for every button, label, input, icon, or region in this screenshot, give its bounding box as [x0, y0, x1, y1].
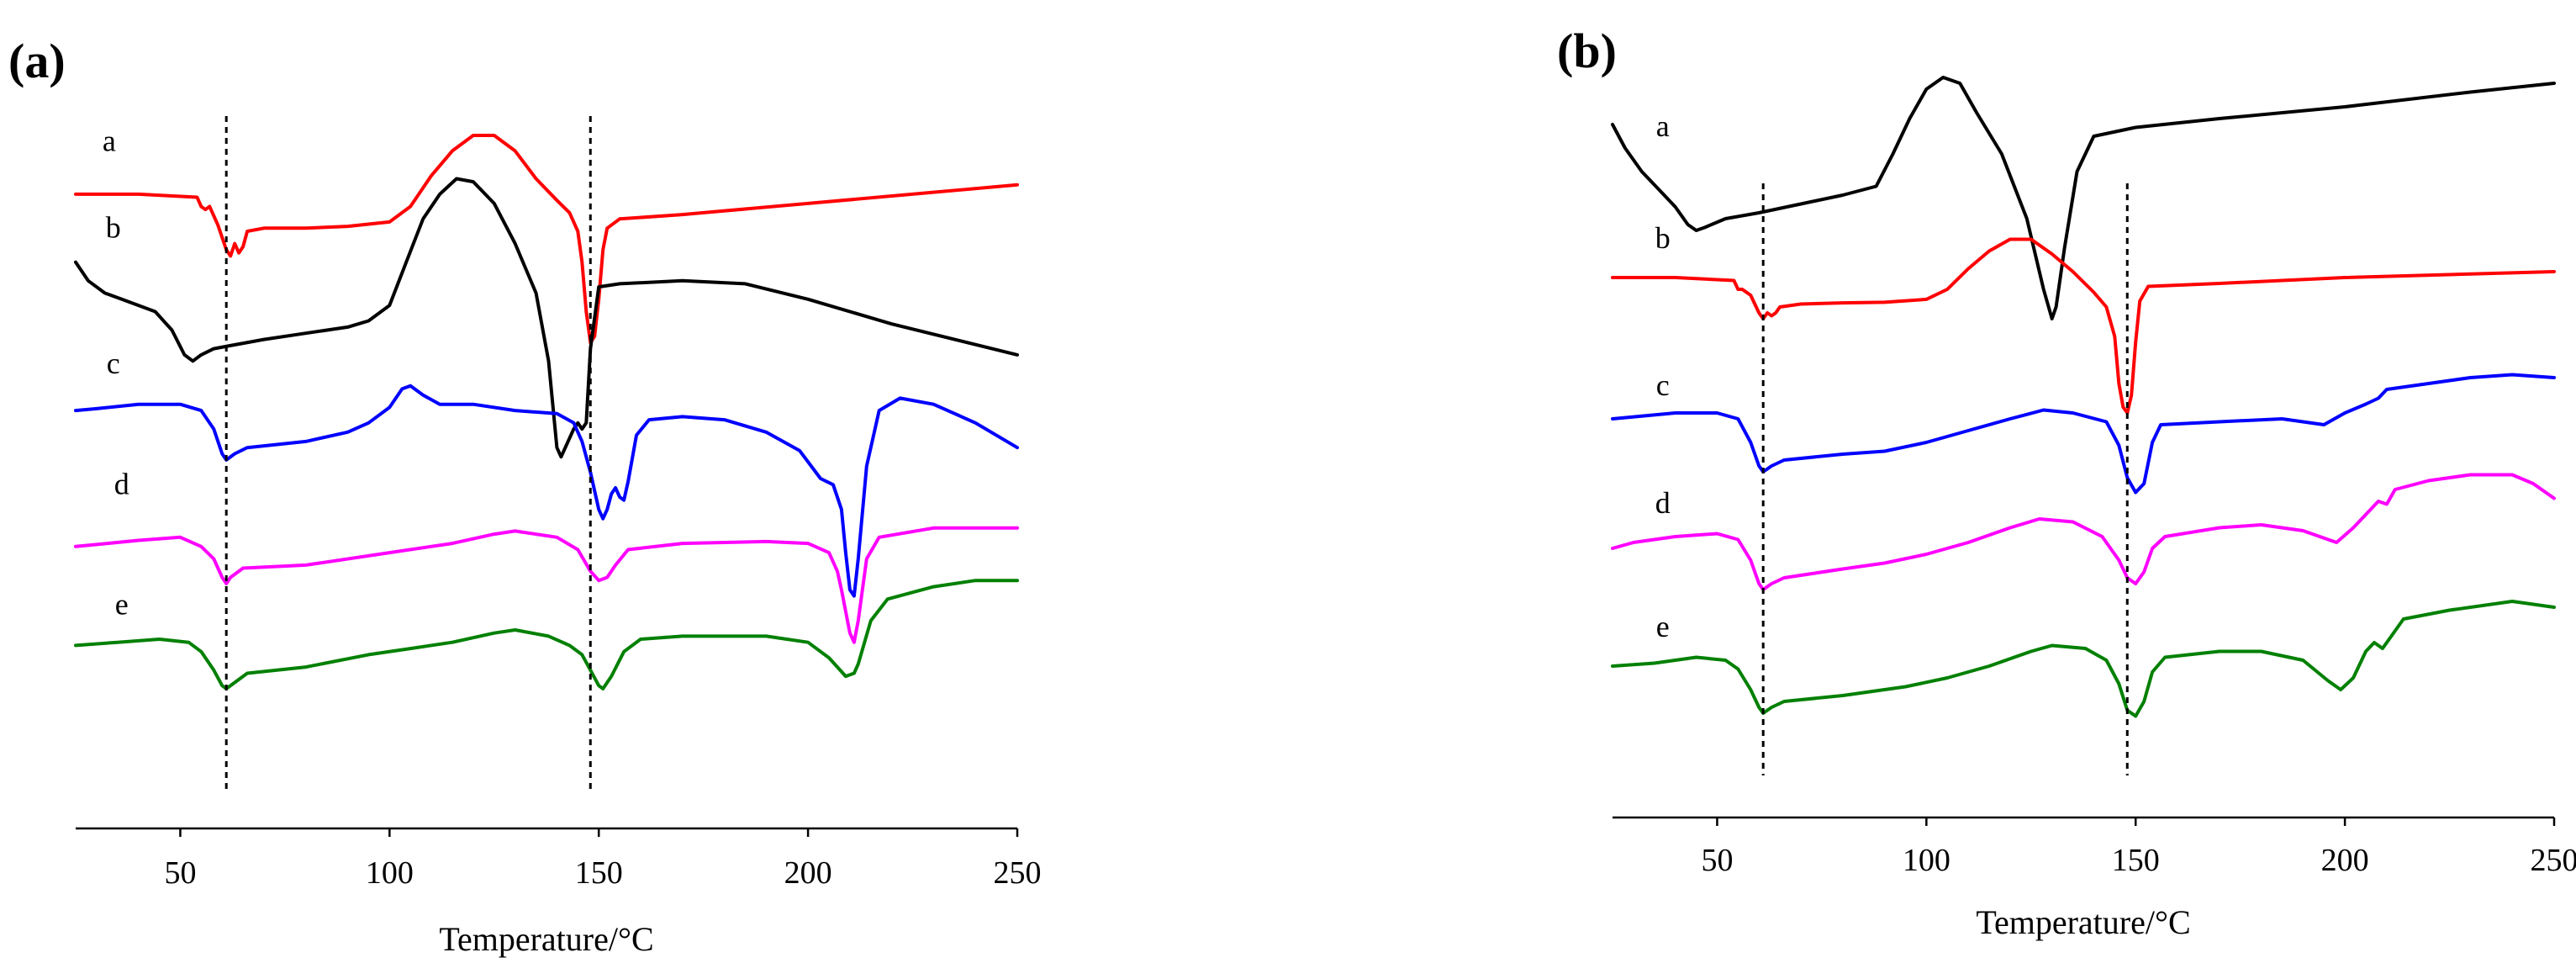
panel-a-curve-label-c: c	[107, 347, 120, 380]
panel-b-curve-label-a: a	[1656, 109, 1670, 143]
panel-b-x-ticks: 50 100 150 200 250	[1701, 817, 2576, 878]
panel-a-curve-label-b: b	[106, 210, 121, 244]
panel-b-curve-label-c: c	[1656, 368, 1670, 402]
panel-b-label: (b)	[1557, 24, 1617, 78]
panel-b-tick-label-250: 250	[2531, 843, 2576, 878]
panel-b-curve-a	[1611, 76, 2556, 320]
panel-a-tick-label-250: 250	[994, 855, 1042, 891]
panel-a-tick-label-200: 200	[784, 855, 832, 891]
panel-b-tick-label-50: 50	[1701, 843, 1733, 878]
panel-a-curve-a	[74, 134, 1019, 345]
panel-a-curve-label-e: e	[115, 588, 129, 622]
panel-b-curve-b	[1611, 237, 2556, 415]
panel-b-reference-lines	[1761, 183, 2129, 775]
panel-b-x-axis-title: Temperature/°C	[1976, 903, 2190, 941]
panel-a-x-ticks: 50 100 150 200 250	[164, 828, 1042, 891]
panel-a-curve-c	[74, 384, 1019, 598]
panel-a-tick-label-50: 50	[164, 855, 196, 891]
panel-b-tick-label-200: 200	[2321, 843, 2369, 878]
panel-a-curve-e	[74, 579, 1019, 691]
panel-b-curves: a b c d e	[1611, 76, 2556, 718]
panel-a-curves: a b c d e	[74, 124, 1019, 691]
panel-a-label: (a)	[8, 34, 66, 88]
panel-b-curve-e	[1611, 600, 2556, 718]
panel-a-curve-d	[74, 526, 1019, 644]
panel-a-curve-label-a: a	[103, 124, 116, 157]
panel-b-curve-label-d: d	[1655, 486, 1671, 520]
panel-a-x-axis-title: Temperature/°C	[439, 920, 653, 958]
panel-a-tick-label-100: 100	[366, 855, 414, 891]
panel-a-reference-lines	[224, 116, 592, 791]
panel-b-curve-label-e: e	[1656, 610, 1670, 643]
panel-a-curve-b	[74, 177, 1019, 459]
panel-b-curve-label-b: b	[1655, 221, 1671, 255]
panel-a-curve-label-d: d	[114, 467, 129, 500]
panel-b-curve-d	[1611, 473, 2556, 591]
panel-b-tick-label-150: 150	[2112, 843, 2160, 878]
panel-b-tick-label-100: 100	[1903, 843, 1950, 878]
panel-b-curve-c	[1611, 373, 2556, 495]
panel-a: (a) a b c d e 50 100 150 200 250 Temperature/°C	[8, 34, 1042, 958]
panel-b: (b) a b c d e 50 100 150 200 250 Temperature/°C	[1557, 24, 2576, 941]
panel-a-tick-label-150: 150	[575, 855, 623, 891]
